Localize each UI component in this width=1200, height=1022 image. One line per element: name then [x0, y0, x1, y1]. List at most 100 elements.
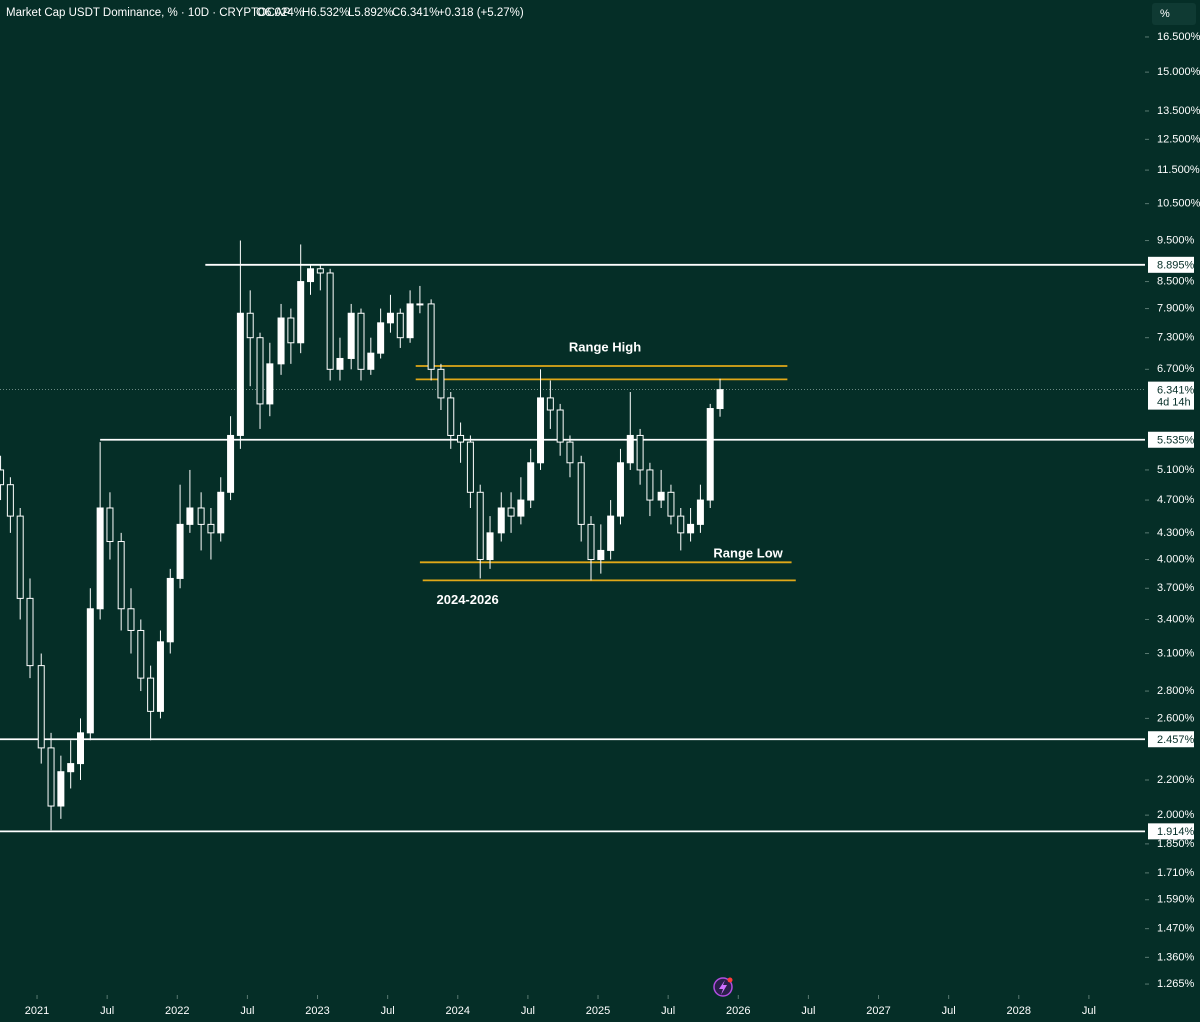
candle-body	[587, 523, 595, 561]
candle-body	[156, 641, 164, 712]
candle-body	[367, 352, 375, 370]
y-tick-label: 1.850%	[1157, 838, 1195, 850]
candle-body	[667, 491, 675, 517]
icon-bolt[interactable]	[719, 980, 727, 995]
candle-body	[166, 577, 174, 643]
ohlc-low: L5.892%	[348, 7, 393, 19]
x-tick-label: Jul	[381, 1005, 395, 1017]
candle-body	[716, 389, 724, 410]
y-tick-label: 1.470%	[1157, 923, 1195, 935]
candle-body	[696, 499, 704, 525]
x-tick-label: 2028	[1007, 1005, 1031, 1017]
y-tick-label: 1.710%	[1157, 867, 1195, 879]
ohlc-high: H6.532%	[302, 7, 349, 19]
level-label-box	[1148, 431, 1194, 448]
candle-body	[16, 515, 24, 599]
x-tick-label: 2023	[305, 1005, 329, 1017]
candle-body	[287, 317, 295, 344]
candle-body	[297, 281, 305, 344]
candle-body	[256, 337, 264, 405]
y-tick-label: 8.500%	[1157, 275, 1195, 287]
candle-body	[597, 549, 605, 561]
candle-body	[6, 484, 14, 517]
annotation: 2024-2026	[437, 592, 499, 607]
level-label: 8.895%	[1157, 260, 1195, 272]
x-tick-label: 2022	[165, 1005, 189, 1017]
y-tick-label: 3.400%	[1157, 613, 1195, 625]
candle-body	[316, 268, 324, 274]
candle-body	[447, 397, 455, 436]
x-tick-label: 2027	[866, 1005, 890, 1017]
annotation: Range Low	[713, 545, 783, 560]
x-tick-label: Jul	[240, 1005, 254, 1017]
x-tick-label: Jul	[1082, 1005, 1096, 1017]
y-tick-label: 4.700%	[1157, 494, 1195, 506]
last-price-label: 6.341%	[1157, 385, 1195, 397]
candle-body	[546, 397, 554, 411]
candle-body	[217, 491, 225, 534]
candle-body	[277, 317, 285, 365]
candle-body	[566, 441, 574, 464]
candle-body	[127, 608, 135, 631]
candle-body	[47, 747, 55, 807]
candle-body	[26, 597, 34, 667]
level-label: 5.535%	[1157, 435, 1195, 447]
candle-body	[386, 312, 394, 324]
candle-body	[466, 441, 474, 493]
candle-body	[86, 608, 94, 734]
y-tick-label: 2.000%	[1157, 809, 1195, 821]
candle-body	[537, 397, 545, 464]
candle-body	[626, 434, 634, 464]
candle-body	[377, 322, 385, 354]
candle-body	[0, 469, 5, 486]
candle-body	[507, 507, 515, 517]
x-tick-label: Jul	[661, 1005, 675, 1017]
x-tick-label: 2025	[586, 1005, 610, 1017]
y-tick-label: 3.100%	[1157, 647, 1195, 659]
y-tick-label: 2.200%	[1157, 774, 1195, 786]
candle-body	[57, 771, 65, 807]
candle-body	[176, 523, 184, 579]
y-tick-label: 9.500%	[1157, 234, 1195, 246]
y-tick-label: 12.500%	[1157, 133, 1200, 145]
candle-body	[37, 665, 45, 749]
candle-body	[607, 515, 615, 551]
x-tick-label: Jul	[942, 1005, 956, 1017]
candle-body	[96, 507, 104, 610]
candle-body	[326, 272, 334, 370]
y-tick-label: 15.000%	[1157, 66, 1200, 78]
x-tick-label: Jul	[521, 1005, 535, 1017]
candle-body	[486, 532, 494, 561]
candle-body	[137, 629, 145, 679]
candle-body	[266, 363, 274, 405]
scale-button[interactable]	[1152, 3, 1196, 25]
candle-body	[347, 312, 355, 359]
lightning-icon[interactable]	[713, 977, 733, 997]
y-tick-label: 10.500%	[1157, 198, 1200, 210]
candle-body	[657, 491, 665, 501]
candle-body	[636, 434, 644, 471]
level-label-box	[1148, 256, 1194, 273]
candle-body	[527, 462, 535, 501]
icon-badge[interactable]	[727, 977, 733, 983]
candle-body	[577, 462, 585, 525]
x-tick-label: 2021	[25, 1005, 49, 1017]
y-tick-label: 6.700%	[1157, 363, 1195, 375]
y-tick-label: 3.700%	[1157, 582, 1195, 594]
change: +0.318 (+5.27%)	[438, 7, 524, 19]
candle-body	[246, 312, 254, 339]
candle-body	[677, 515, 685, 534]
y-tick-label: 5.100%	[1157, 464, 1195, 476]
scale-button-label[interactable]: %	[1160, 8, 1170, 20]
candle-body	[207, 523, 215, 534]
candle-body	[227, 434, 235, 493]
x-tick-label: Jul	[801, 1005, 815, 1017]
y-tick-label: 2.800%	[1157, 685, 1195, 697]
x-tick-label: Jul	[100, 1005, 114, 1017]
candle-body	[77, 732, 85, 765]
x-tick-label: 2024	[446, 1005, 470, 1017]
y-tick-label: 4.300%	[1157, 527, 1195, 539]
candle-body	[197, 507, 205, 525]
y-tick-label: 11.500%	[1157, 164, 1200, 176]
